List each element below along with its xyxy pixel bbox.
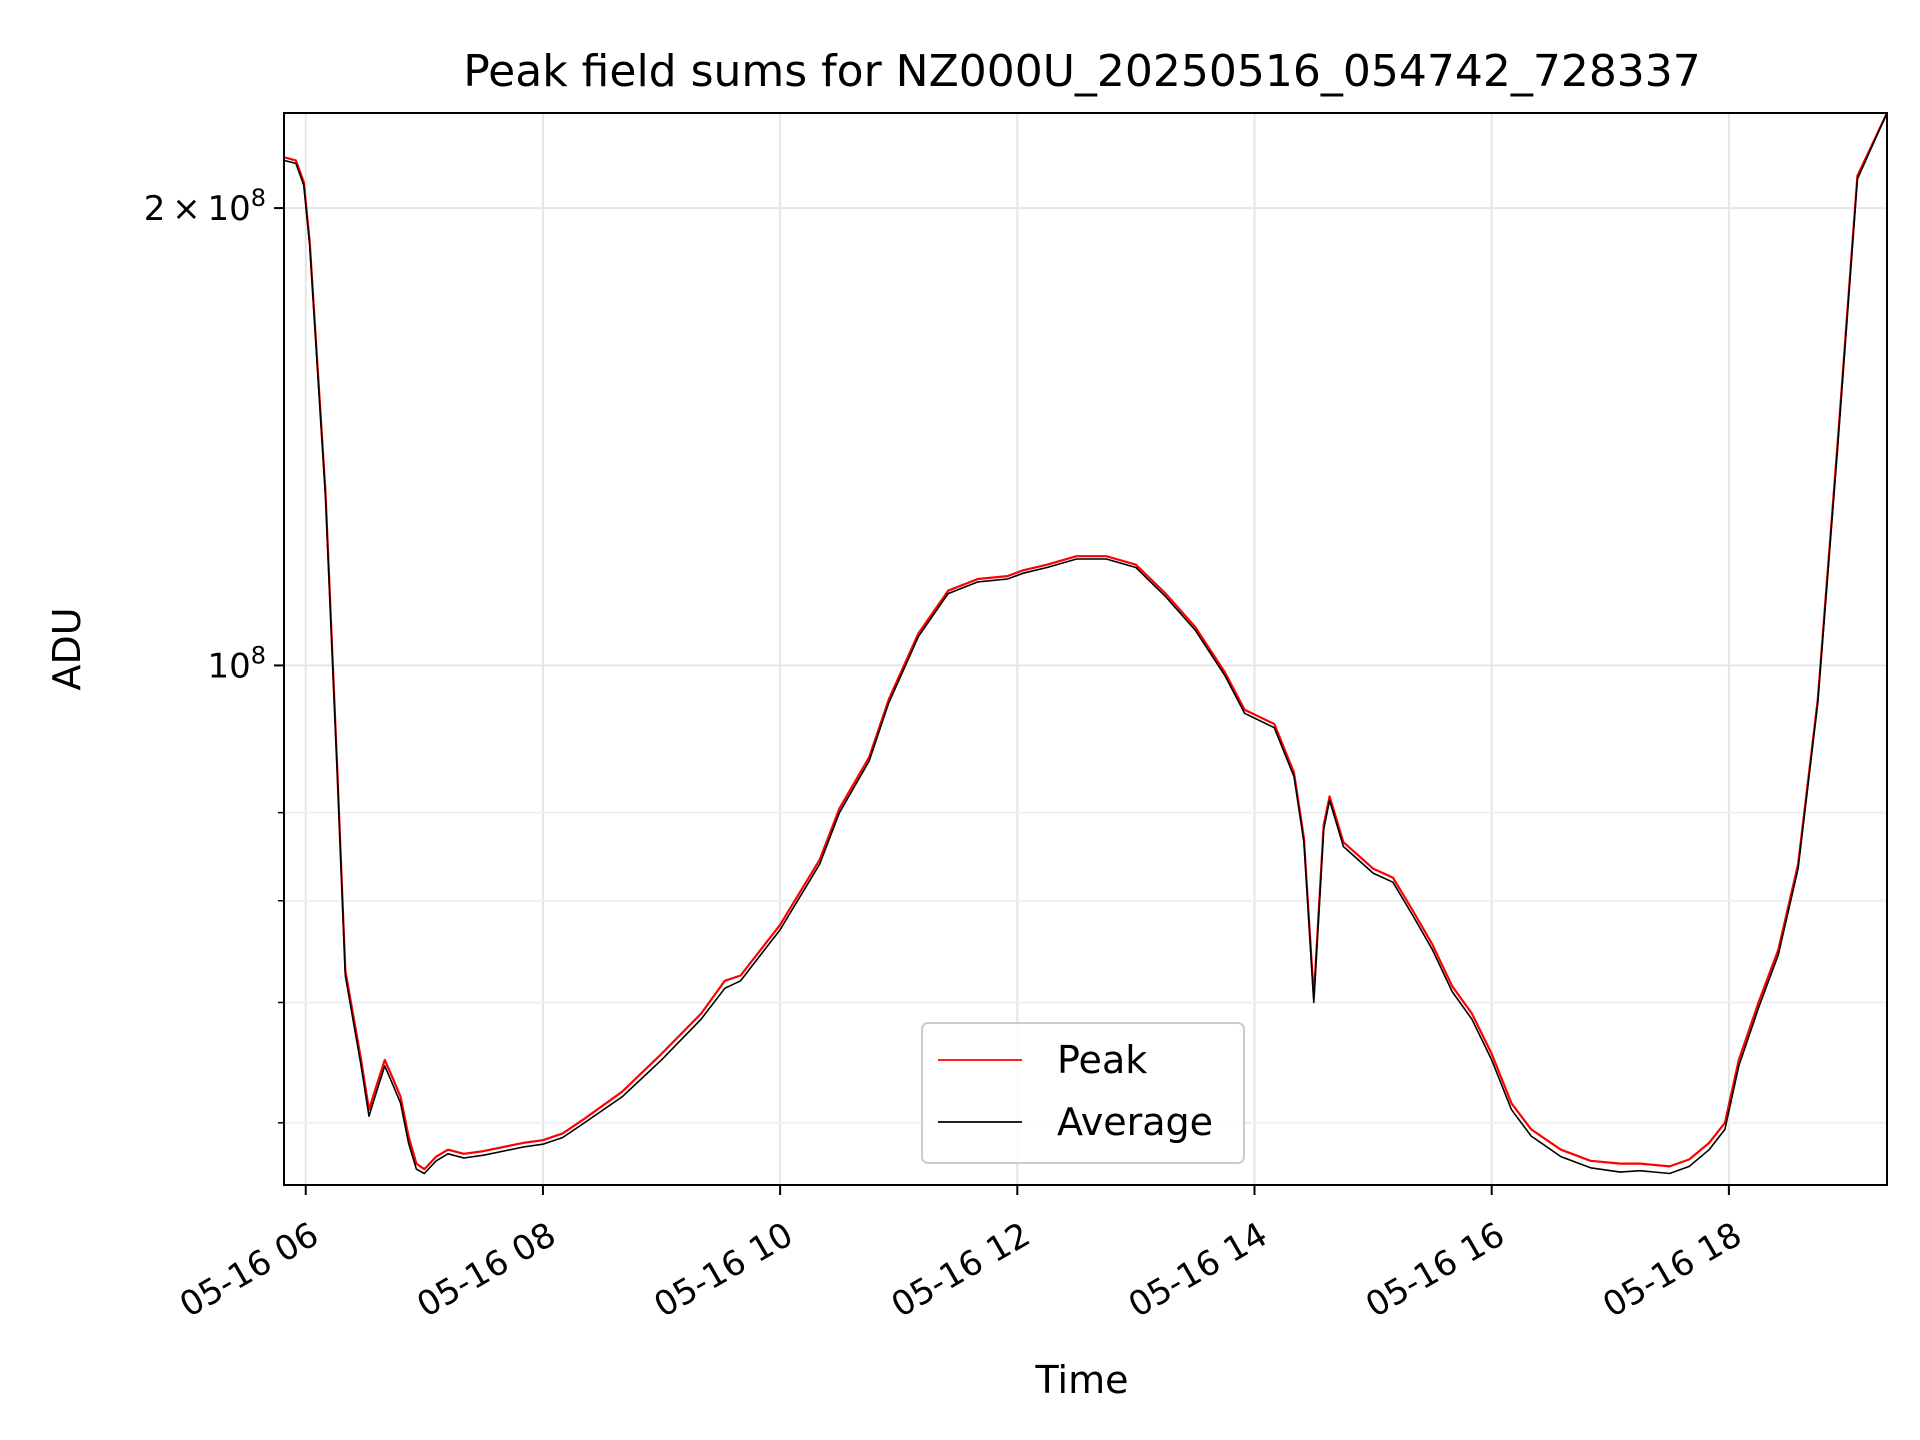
plot-frame [283,112,1888,1186]
y-tick-label: 108 [207,641,266,686]
legend-label-average: Average [1057,1100,1213,1144]
legend-box [921,1022,1245,1164]
y-axis-label: ADU [45,607,89,690]
legend: Peak Average [921,1022,1245,1164]
series-layer [284,113,1887,1175]
y-tick-label: 2 × 108 [144,184,266,229]
series-line-peak [284,113,1887,1171]
chart-title: Peak field sums for NZ000U_20250516_0547… [463,46,1701,97]
y-axis: 108 2 × 108 [144,184,284,1124]
x-axis-label: Time [1035,1358,1129,1402]
series-line-average [284,113,1887,1175]
legend-label-peak: Peak [1057,1038,1147,1082]
